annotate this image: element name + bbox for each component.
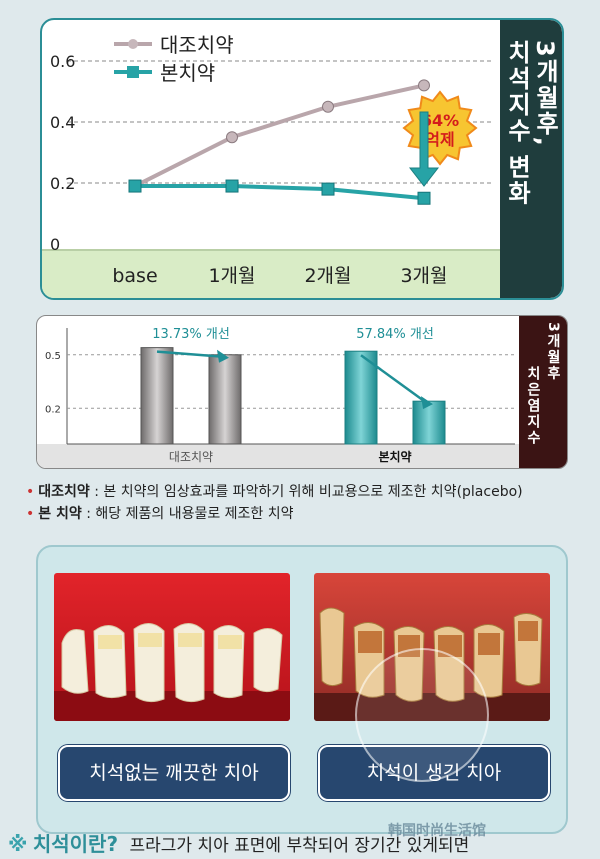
side-label-metric: 치석지수 변화 — [503, 40, 531, 207]
trend-arrow — [156, 350, 224, 359]
y-tick-label: 0.2 — [50, 174, 75, 193]
clean-teeth-photo — [54, 573, 290, 721]
y-tick-label: 0 — [50, 235, 60, 254]
definition-text: 프라그가 치아 표면에 부착되어 장기간 있게되면 — [129, 836, 470, 856]
trend-arrowhead — [421, 396, 433, 410]
watermark-stamp — [355, 648, 489, 782]
bar — [344, 350, 378, 445]
data-point — [128, 179, 142, 193]
note-text: : 본 치약의 임상효과를 파악하기 위해 비교용으로 제조한 치약(place… — [89, 484, 523, 500]
x-tick-label: 1개월 — [208, 265, 255, 287]
note-term: 대조치약 — [38, 484, 90, 500]
note-control: • 대조치약 : 본 치약의 임상효과를 파악하기 위해 비교용으로 제조한 치약… — [26, 481, 523, 501]
reference-mark: ※ — [8, 832, 28, 856]
y-tick-label: 0.5 — [45, 351, 61, 362]
data-point — [418, 79, 430, 92]
x-tick-label: 2개월 — [304, 265, 351, 287]
tartar-definition: ※ 치석이란? 프라그가 치아 표면에 부착되어 장기간 있게되면 — [8, 828, 469, 857]
y-tick-label: 0.4 — [50, 113, 75, 132]
side-label-period: 3개월후 — [545, 322, 561, 382]
data-point — [226, 131, 238, 144]
x-tick-label: 3개월 — [400, 265, 447, 287]
x-axis-band — [42, 250, 502, 298]
legend-label: 본치약 — [160, 61, 215, 85]
group-label: 본치약 — [378, 449, 411, 464]
definition-question: 치석이란? — [32, 832, 119, 856]
y-tick-label: 0.6 — [50, 52, 75, 71]
group-label: 대조치약 — [169, 449, 213, 464]
improvement-label: 57.84% 개선 — [356, 327, 434, 342]
data-point — [321, 182, 335, 196]
series-line — [135, 184, 425, 201]
y-tick-label: 0.2 — [45, 404, 61, 415]
line-chart-side-banner: 3개월후, 치석지수 변화 — [500, 20, 562, 298]
trend-arrowhead — [217, 349, 229, 363]
x-axis-band — [37, 444, 519, 468]
note-term: 본 치약 — [38, 506, 82, 522]
clean-teeth-caption: 치석없는 깨끗한 치아 — [58, 745, 290, 801]
bullet-icon: • — [26, 484, 35, 500]
data-point — [322, 100, 334, 113]
x-tick-label: base — [112, 265, 157, 287]
note-product: • 본 치약 : 해당 제품의 내용물로 제조한 치약 — [26, 503, 294, 523]
bar — [412, 400, 446, 445]
teeth-photo-panel: 치석없는 깨끗한 치아 치석이 생긴 치아 — [36, 545, 568, 834]
watermark-text: 韩国时尚生活馆 — [388, 823, 486, 839]
burst-label: 억제 — [425, 130, 454, 149]
side-label-period: 3개월후, — [531, 40, 559, 148]
trend-arrow — [360, 354, 428, 405]
improvement-label: 13.73% 개선 — [152, 327, 230, 342]
legend-marker — [127, 66, 139, 78]
down-arrow-icon — [408, 111, 440, 187]
note-text: : 해당 제품의 내용물로 제조한 치약 — [81, 506, 294, 522]
data-point — [417, 191, 431, 205]
bar — [140, 347, 174, 445]
legend-marker — [128, 39, 138, 49]
bullet-icon: • — [26, 506, 35, 522]
series-line — [134, 83, 425, 188]
bar — [208, 354, 242, 445]
data-point — [225, 179, 239, 193]
legend-label: 대조치약 — [160, 33, 234, 57]
bar-chart-side-banner: 3개월후 치은염지수 — [519, 316, 567, 468]
burst-percent: 64% — [421, 111, 459, 130]
side-label-metric: 치은염지수 — [525, 366, 541, 446]
